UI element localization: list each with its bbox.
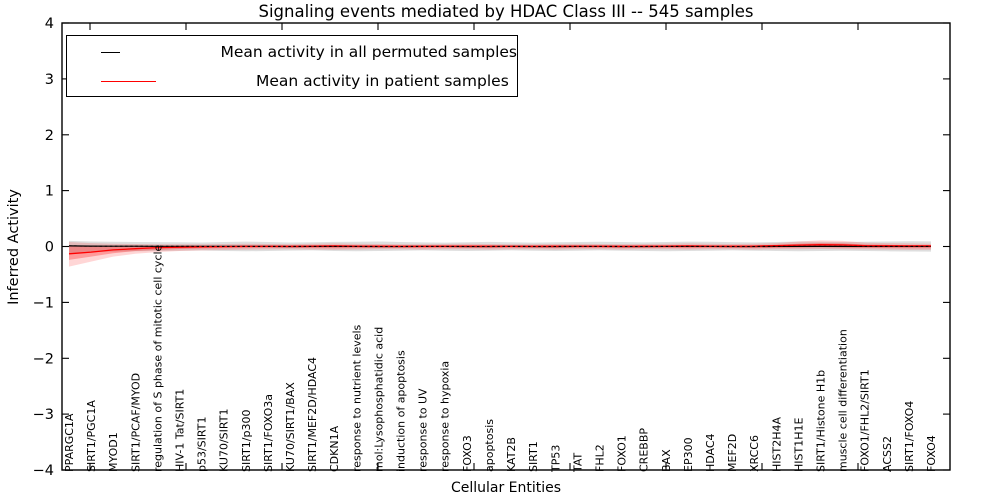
x-tick-label: KAT2B	[505, 437, 518, 472]
x-tick-label: MEF2D	[726, 434, 739, 472]
x-tick-label: muscle cell differentiation	[837, 329, 850, 472]
x-tick-label: induction of apoptosis	[395, 350, 408, 472]
x-tick-label: response to UV	[417, 388, 430, 472]
y-tick-label: 3	[45, 72, 54, 88]
y-tick-label: −1	[33, 295, 54, 311]
x-tick-label: KU70/SIRT1	[218, 409, 231, 472]
patient-spread-inner-band	[69, 243, 931, 260]
y-tick-label: 4	[45, 16, 54, 32]
x-tick-label: TP53	[549, 445, 562, 473]
y-tick-label: −4	[33, 463, 54, 479]
x-tick-label: TAT	[571, 452, 584, 473]
x-tick-label: FOXO4	[925, 435, 938, 472]
x-tick-label: FHL2	[594, 444, 607, 472]
x-tick-label: EP300	[682, 437, 695, 472]
y-axis-title: Inferred Activity	[6, 189, 22, 305]
x-tick-label: BAX	[660, 449, 673, 472]
x-tick-label: SIRT1/Histone H1b	[815, 370, 828, 472]
x-tick-label: regulation of S phase of mitotic cell cy…	[151, 244, 164, 472]
x-tick-label: p53/SIRT1	[196, 417, 209, 472]
x-tick-label: apoptosis	[483, 419, 496, 472]
legend-permuted-line-icon	[101, 51, 121, 53]
x-tick-label: HIST2H4A	[770, 417, 783, 472]
x-tick-label: SIRT1/p300	[240, 410, 253, 472]
x-tick-label: CDKN1A	[328, 425, 341, 472]
x-tick-label: response to nutrient levels	[350, 324, 363, 472]
x-tick-label: KU70/SIRT1/BAX	[284, 382, 297, 472]
x-tick-label: SIRT1/MEF2D/HDAC4	[306, 357, 319, 472]
x-tick-label: ACSS2	[881, 436, 894, 472]
y-tick-label: 1	[45, 184, 54, 200]
legend: Mean activity in all permuted samples Me…	[66, 35, 518, 97]
legend-permuted-label: Mean activity in all permuted samples	[220, 43, 517, 61]
chart-title: Signaling events mediated by HDAC Class …	[258, 2, 754, 21]
x-tick-label: CREBBP	[638, 428, 651, 472]
y-tick-label: −2	[33, 351, 54, 367]
x-tick-label: SIRT1	[527, 441, 540, 472]
y-tick-label: −3	[33, 407, 54, 423]
x-tick-label: HDAC4	[704, 433, 717, 472]
x-tick-label: SIRT1/PCAF/MYOD	[129, 373, 142, 472]
legend-patient-label: Mean activity in patient samples	[256, 72, 509, 90]
x-tick-label: PPARGC1A	[63, 413, 76, 472]
x-tick-label: XRCC6	[748, 435, 761, 472]
x-tick-label: MYOD1	[107, 432, 120, 472]
legend-entry-patient: Mean activity in patient samples	[67, 68, 517, 94]
x-tick-label: SIRT1/FOXO3a	[262, 394, 275, 472]
x-tick-label: HIV-1 Tat/SIRT1	[174, 389, 187, 472]
x-tick-label: SIRT1/PGC1A	[85, 400, 98, 472]
legend-entry-permuted: Mean activity in all permuted samples	[67, 39, 517, 65]
x-tick-label: response to hypoxia	[439, 361, 452, 472]
x-tick-label: FOXO1/FHL2/SIRT1	[859, 369, 872, 472]
x-tick-label: SIRT1/FOXO4	[903, 401, 916, 472]
legend-patient-line-icon	[101, 80, 156, 82]
x-tick-label: FOXO1	[616, 435, 629, 472]
permuted-mean-dash-overlay	[68, 245, 931, 248]
x-tick-label: FOXO3	[461, 435, 474, 472]
x-axis-title: Cellular Entities	[450, 480, 562, 496]
x-tick-label: mol:Lysophosphatidic acid	[372, 327, 385, 472]
y-tick-label: 2	[45, 128, 54, 144]
x-tick-label: HIST1H1E	[792, 418, 805, 472]
y-tick-label: 0	[45, 240, 54, 256]
